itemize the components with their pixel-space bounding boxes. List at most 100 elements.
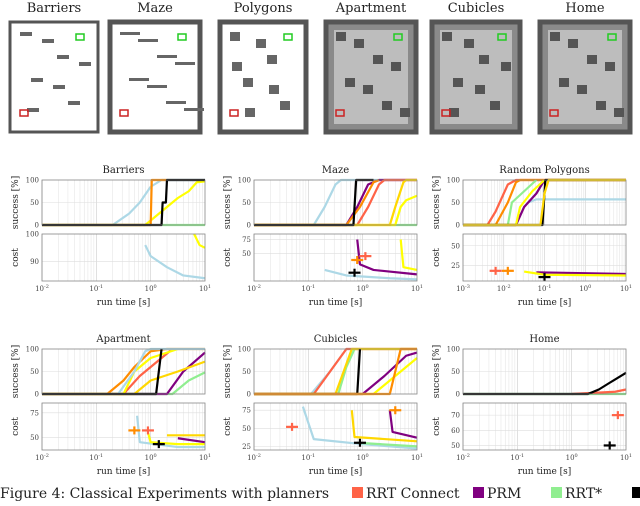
env-obstacle [345, 78, 355, 87]
success-series-lightblue [527, 198, 626, 204]
success-axis-label: success [%] [432, 176, 442, 230]
legend-item: RRT Connect [352, 486, 460, 502]
success-y-tick-label: 0 [456, 222, 460, 230]
cost-y-tick-label: 25 [242, 443, 251, 451]
goal-marker [497, 33, 507, 41]
success-y-tick-label: 0 [247, 391, 251, 399]
env-obstacle [267, 55, 277, 64]
env-obstacle [175, 62, 195, 65]
x-tick-label: 10-2 [497, 284, 511, 293]
env-obstacle [336, 32, 346, 41]
env-obstacle [53, 85, 65, 89]
panel-title: Maze [322, 165, 349, 176]
success-y-tick-label: 100 [26, 346, 39, 354]
success-axis-label: success [%] [223, 345, 233, 399]
env-obstacle [256, 39, 266, 48]
panel-random-polygons: Random Polygons 0 50 100 success [%] 25 50 cost… [432, 165, 632, 308]
env-obstacle [147, 85, 167, 88]
x-tick-label: 10-2 [247, 284, 261, 293]
env-obstacle [184, 108, 204, 111]
cost-axis-label: cost [11, 248, 21, 267]
x-tick-label: 100 [357, 284, 369, 293]
success-y-tick-label: 50 [30, 368, 39, 376]
panel-title: Random Polygons [499, 165, 589, 176]
cost-y-tick-label: 25 [451, 262, 460, 270]
goal-marker [75, 33, 85, 41]
cost-marker-orange [501, 266, 514, 275]
env-obstacle [363, 85, 373, 94]
x-tick-label: 101 [411, 453, 423, 462]
panel-title: Barriers [103, 165, 145, 176]
env-obstacle [129, 78, 149, 81]
env-floor [334, 30, 408, 124]
x-tick-label: 10-2 [247, 453, 261, 462]
cost-series-purple [536, 271, 627, 276]
env-obstacle [442, 32, 452, 41]
success-axes-frame [253, 348, 418, 395]
start-marker [119, 109, 129, 117]
env-obstacle [354, 39, 364, 48]
cost-marker-orange [389, 406, 402, 415]
cost-y-tick-label: 75 [242, 236, 251, 244]
legend-item: RRT* [551, 486, 602, 502]
success-y-tick-label: 50 [30, 199, 39, 207]
env-obstacle [120, 32, 140, 35]
x-tick-label: 101 [620, 453, 632, 462]
env-obstacle [490, 101, 500, 110]
goal-marker [283, 33, 293, 41]
cost-axis-label: cost [223, 248, 233, 267]
env-obstacle [232, 62, 242, 71]
success-y-tick-label: 50 [451, 368, 460, 376]
cost-marker-orange [128, 426, 141, 435]
x-axis-label: run time [s] [97, 467, 151, 477]
panel-apartment: Apartment 0 50 100 success [%] 50 75 cost 10-2 10… [11, 334, 211, 477]
cost-y-tick-label: 70 [451, 412, 460, 420]
success-axis-label: success [%] [432, 345, 442, 399]
cost-series-green [357, 441, 418, 448]
success-y-tick-label: 100 [238, 346, 251, 354]
env-obstacle [382, 101, 392, 110]
legend-swatch [632, 487, 640, 498]
cost-axis-label: cost [223, 417, 233, 436]
x-tick-label: 10-1 [89, 284, 103, 293]
start-marker [549, 109, 559, 117]
x-tick-label: 101 [620, 284, 632, 293]
cost-series-gold [350, 410, 418, 443]
cost-plot-area [42, 403, 205, 450]
legend-swatch [473, 487, 484, 498]
env-obstacle [559, 78, 569, 87]
env-obstacle [577, 85, 587, 94]
cost-axis-label: cost [11, 417, 21, 436]
cost-series-yellow [193, 233, 206, 249]
env-home: Home [537, 1, 633, 135]
legend-item: PRM [473, 486, 521, 502]
cost-marker-tomato [611, 411, 624, 420]
cost-y-tick-label: 75 [242, 407, 251, 415]
env-barriers: Barriers [8, 1, 100, 134]
cost-y-tick-label: 100 [26, 231, 39, 239]
env-label: Home [565, 1, 604, 16]
env-label: Apartment [335, 1, 407, 16]
success-y-tick-label: 0 [35, 222, 39, 230]
cost-axes-frame [41, 233, 206, 282]
cost-y-tick-label: 50 [451, 442, 460, 450]
legend-label: RRT* [565, 486, 602, 502]
cost-plot-area [463, 403, 626, 450]
x-axis-label: run time [s] [309, 298, 363, 308]
cost-axes-frame [41, 402, 206, 451]
cost-y-tick-label: 50 [30, 434, 39, 442]
cost-series-purple [177, 437, 206, 444]
env-obstacle [550, 32, 560, 41]
cost-axes-frame [462, 233, 627, 282]
cost-axes-frame [462, 402, 627, 451]
env-obstacle [269, 85, 279, 94]
x-tick-label: 101 [411, 284, 423, 293]
x-tick-label: 101 [199, 453, 211, 462]
cost-y-tick-label: 75 [30, 409, 39, 417]
success-axis-label: success [%] [223, 176, 233, 230]
legend-swatch [352, 487, 363, 498]
cost-y-tick-label: 50 [451, 242, 460, 250]
success-axes-frame [462, 179, 627, 226]
env-obstacle [166, 101, 186, 104]
env-apartment: Apartment [323, 1, 419, 135]
